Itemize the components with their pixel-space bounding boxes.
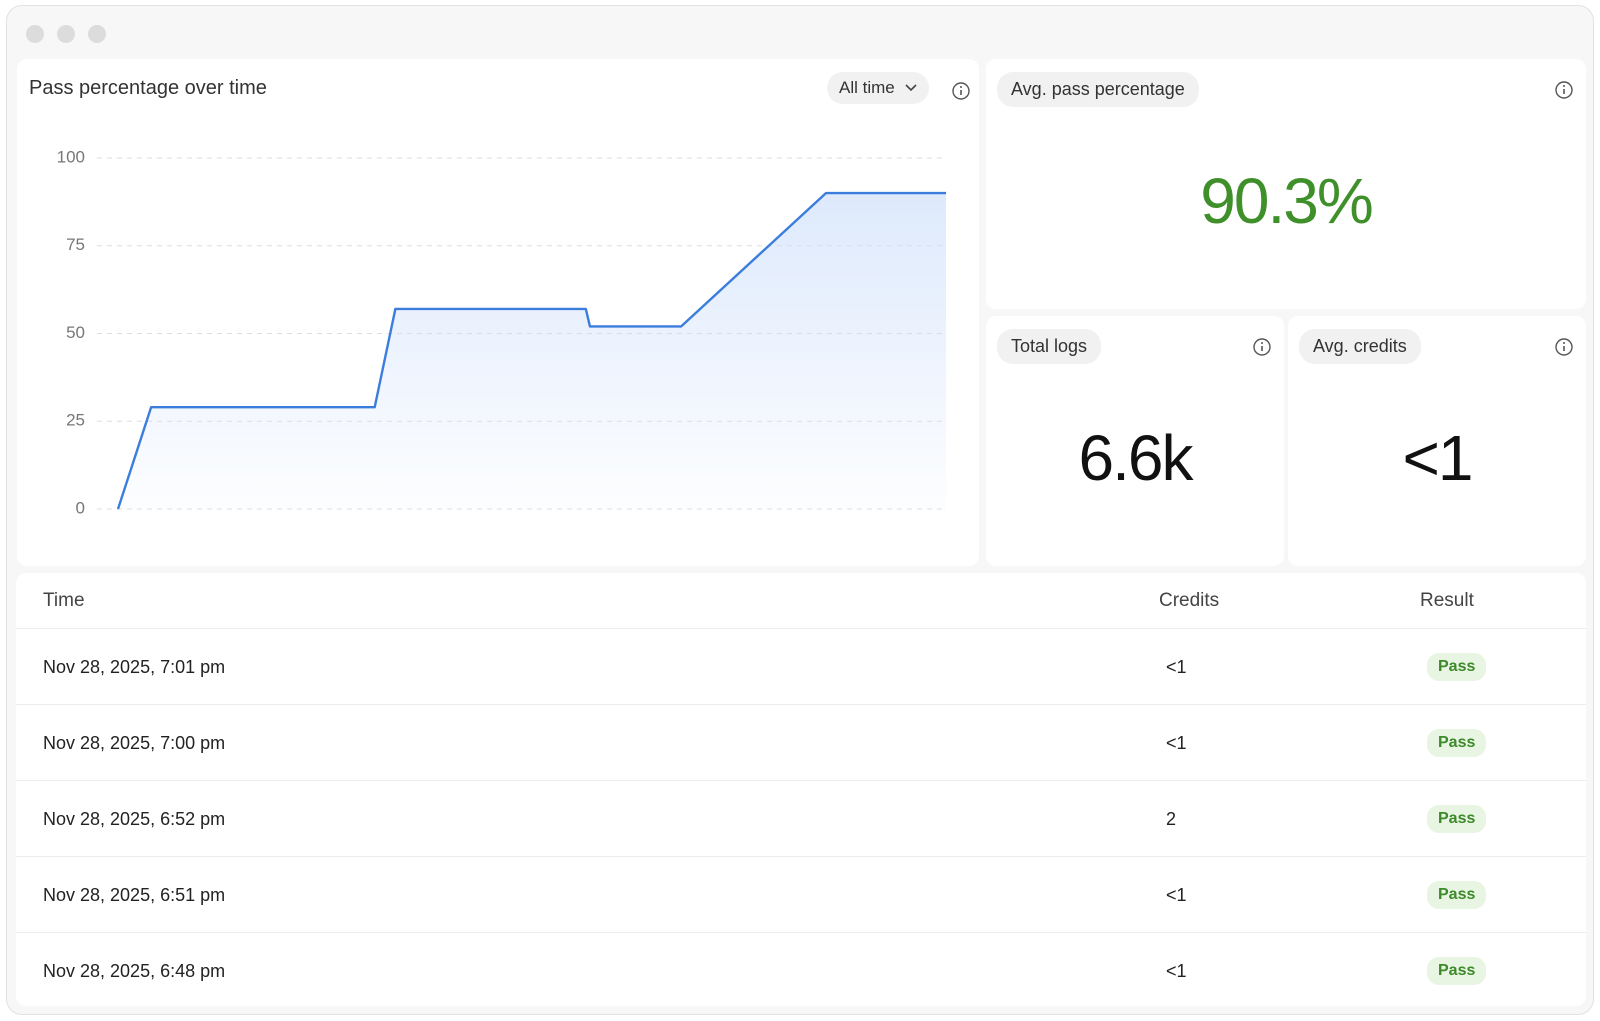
stat-card: Avg. pass percentage 90.3% <box>986 59 1586 309</box>
info-icon[interactable] <box>951 81 971 101</box>
stat-value: <1 <box>1402 422 1474 494</box>
time-cell: Nov 28, 2025, 7:00 pm <box>43 733 226 753</box>
result-badge: Pass <box>1427 729 1487 757</box>
table-row: Nov 28, 2025, 6:52 pm 2 Pass <box>16 780 1586 857</box>
info-icon[interactable] <box>1252 337 1272 357</box>
table-row: Nov 28, 2025, 6:48 pm <1 Pass <box>16 932 1586 1009</box>
column-header: Credits <box>1159 590 1220 611</box>
chart-title: Pass percentage over time <box>29 77 267 99</box>
stat-value: 90.3% <box>1200 165 1373 237</box>
window: Pass percentage over time All time 0 25 50… <box>6 5 1594 1015</box>
stat-label: Avg. credits <box>1299 329 1421 364</box>
time-cell: Nov 28, 2025, 6:52 pm <box>43 809 226 829</box>
credits-cell: 2 <box>1166 809 1177 829</box>
y-tick-label: 75 <box>66 235 85 254</box>
credits-cell: <1 <box>1166 961 1187 981</box>
window-dot <box>26 25 44 43</box>
stat-value: 6.6k <box>1078 422 1194 494</box>
info-icon[interactable] <box>1554 80 1574 100</box>
column-header: Time <box>43 590 85 611</box>
result-badge: Pass <box>1427 881 1487 909</box>
stat-label: Total logs <box>997 329 1102 364</box>
y-tick-label: 25 <box>66 411 85 430</box>
info-icon[interactable] <box>1554 337 1574 357</box>
column-header: Result <box>1420 590 1474 611</box>
time-cell: Nov 28, 2025, 7:01 pm <box>43 657 226 677</box>
y-tick-label: 0 <box>76 498 85 517</box>
result-badge: Pass <box>1427 957 1487 985</box>
result-badge: Pass <box>1427 805 1487 833</box>
result-badge: Pass <box>1427 653 1487 681</box>
y-tick-label: 100 <box>57 147 85 166</box>
credits-cell: <1 <box>1166 657 1187 677</box>
window-dot <box>57 25 75 43</box>
time-filter[interactable]: All time <box>827 72 929 104</box>
filter-label: All time <box>839 78 895 97</box>
window-dot <box>88 25 106 43</box>
table-header: Time Credits Result <box>16 573 1586 628</box>
credits-cell: <1 <box>1166 733 1187 753</box>
table-row: Nov 28, 2025, 6:51 pm <1 Pass <box>16 856 1586 933</box>
stat-card: Total logs 6.6k <box>986 316 1284 566</box>
stat-label: Avg. pass percentage <box>997 72 1199 107</box>
chart-card: Pass percentage over time All time 0 25 50… <box>17 59 979 566</box>
time-cell: Nov 28, 2025, 6:48 pm <box>43 961 226 981</box>
chevron <box>905 84 917 92</box>
time-cell: Nov 28, 2025, 6:51 pm <box>43 885 226 905</box>
stat-card: Avg. credits <1 <box>1288 316 1586 566</box>
table-row: Nov 28, 2025, 7:00 pm <1 Pass <box>16 704 1586 781</box>
credits-cell: <1 <box>1166 885 1187 905</box>
table-row: Nov 28, 2025, 7:01 pm <1 Pass <box>16 628 1586 705</box>
line <box>116 191 946 510</box>
table: Time Credits Result Nov 28, 2025, 7:01 p… <box>16 573 1586 1006</box>
y-tick-label: 50 <box>66 323 85 342</box>
area <box>118 193 946 509</box>
chart: 0 25 50 75 100 <box>57 147 946 517</box>
